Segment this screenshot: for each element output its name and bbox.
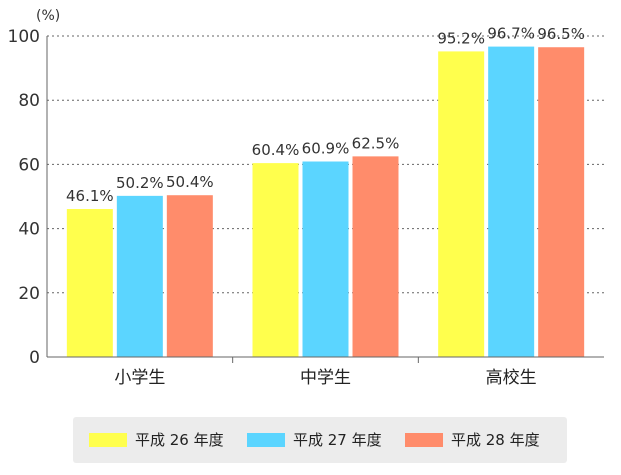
x-tick-label: 中学生 <box>300 368 351 388</box>
data-label: 95.2% <box>437 29 485 47</box>
axes: (%) 0 20 40 60 80 100 小学生 中学生 高校生 <box>8 8 604 388</box>
bar <box>166 195 213 357</box>
bar <box>438 51 485 358</box>
data-labels: 46.1%50.2% 50.4% 60.4% 60.9% 62.5% 95.2% 96.7%… <box>66 25 585 205</box>
bar <box>302 161 349 357</box>
data-label: 96.7% <box>487 25 535 43</box>
bar <box>252 163 299 357</box>
y-tick-label: 60 <box>18 155 40 175</box>
y-unit-label: (%) <box>36 8 60 24</box>
legend-swatch <box>405 433 443 447</box>
legend-label: 平成 27 年度 <box>293 431 382 449</box>
data-label: 46.1% <box>66 187 114 205</box>
data-label: 60.4% <box>252 141 300 159</box>
data-label: 60.9% <box>302 140 350 158</box>
y-tick-label: 100 <box>8 27 40 47</box>
legend-swatch <box>247 433 285 447</box>
y-tick-label: 80 <box>18 91 40 111</box>
x-tick-label: 小学生 <box>114 368 165 388</box>
bar <box>66 209 113 357</box>
legend: 平成 26 年度 平成 27 年度 平成 28 年度 <box>73 417 567 463</box>
bars <box>66 46 585 358</box>
bar <box>538 47 585 358</box>
bar <box>116 195 163 357</box>
data-label: 50.2% <box>116 174 164 192</box>
data-label: 62.5% <box>352 134 400 152</box>
y-tick-label: 40 <box>18 220 40 240</box>
y-tick-label: 0 <box>29 348 40 368</box>
legend-label: 平成 28 年度 <box>451 431 540 449</box>
x-tick-label: 高校生 <box>486 368 537 388</box>
bar <box>352 156 399 357</box>
data-label: 96.5% <box>537 25 585 43</box>
y-tick-label: 20 <box>18 284 40 304</box>
legend-label: 平成 26 年度 <box>135 431 224 449</box>
data-label: 50.4% <box>166 173 214 191</box>
bar <box>488 46 535 358</box>
legend-swatch <box>89 433 127 447</box>
